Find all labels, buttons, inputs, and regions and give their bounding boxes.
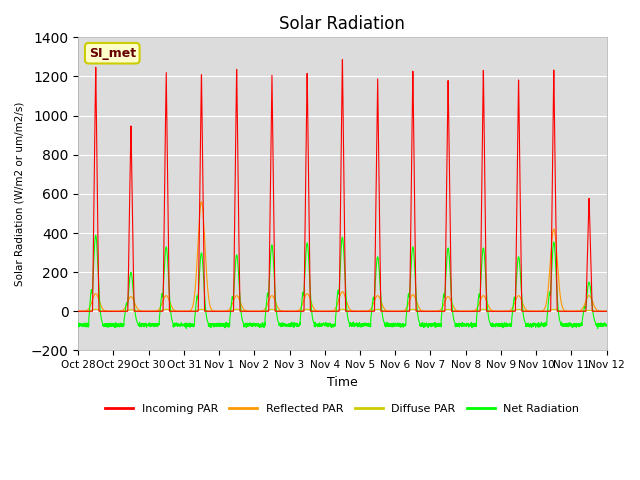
Text: SI_met: SI_met — [89, 47, 136, 60]
Y-axis label: Solar Radiation (W/m2 or um/m2/s): Solar Radiation (W/m2 or um/m2/s) — [15, 102, 25, 286]
Legend: Incoming PAR, Reflected PAR, Diffuse PAR, Net Radiation: Incoming PAR, Reflected PAR, Diffuse PAR… — [101, 400, 584, 419]
Title: Solar Radiation: Solar Radiation — [280, 15, 405, 33]
X-axis label: Time: Time — [327, 376, 358, 389]
